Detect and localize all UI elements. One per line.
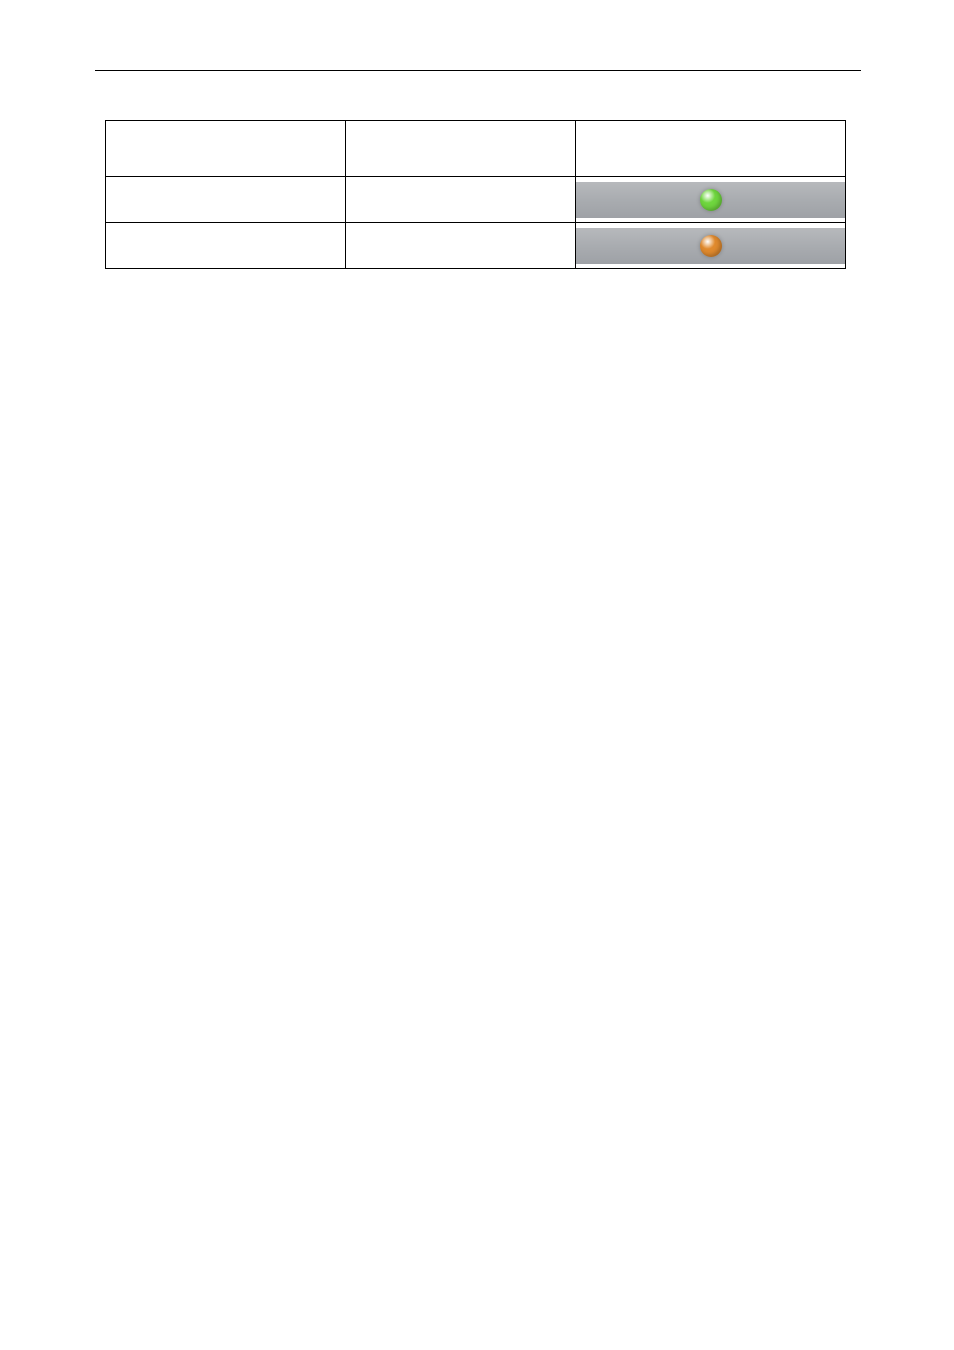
col-header-2 <box>346 121 576 177</box>
led-strip <box>576 182 845 218</box>
page <box>0 0 954 1350</box>
row2-led-cell <box>576 223 846 269</box>
row1-led-cell <box>576 177 846 223</box>
table-header-row <box>106 121 846 177</box>
led-dot-green <box>700 189 722 211</box>
led-dot-orange <box>700 235 722 257</box>
table-row <box>106 177 846 223</box>
row1-col2 <box>346 177 576 223</box>
led-indicator-table <box>105 120 846 269</box>
row1-col1 <box>106 177 346 223</box>
header-rule <box>95 70 861 71</box>
led-strip <box>576 228 845 264</box>
col-header-3 <box>576 121 846 177</box>
row2-col1 <box>106 223 346 269</box>
table-row <box>106 223 846 269</box>
col-header-1 <box>106 121 346 177</box>
row2-col2 <box>346 223 576 269</box>
content <box>95 120 861 269</box>
